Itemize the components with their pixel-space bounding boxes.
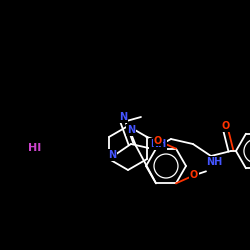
Text: N: N <box>119 112 127 122</box>
Text: HI: HI <box>28 143 42 153</box>
Text: N: N <box>127 125 135 135</box>
Text: O: O <box>154 136 162 146</box>
Text: O: O <box>222 121 230 131</box>
Text: N: N <box>108 150 116 160</box>
Text: O: O <box>190 170 198 180</box>
Text: NH: NH <box>150 139 166 149</box>
Text: NH: NH <box>206 157 222 167</box>
